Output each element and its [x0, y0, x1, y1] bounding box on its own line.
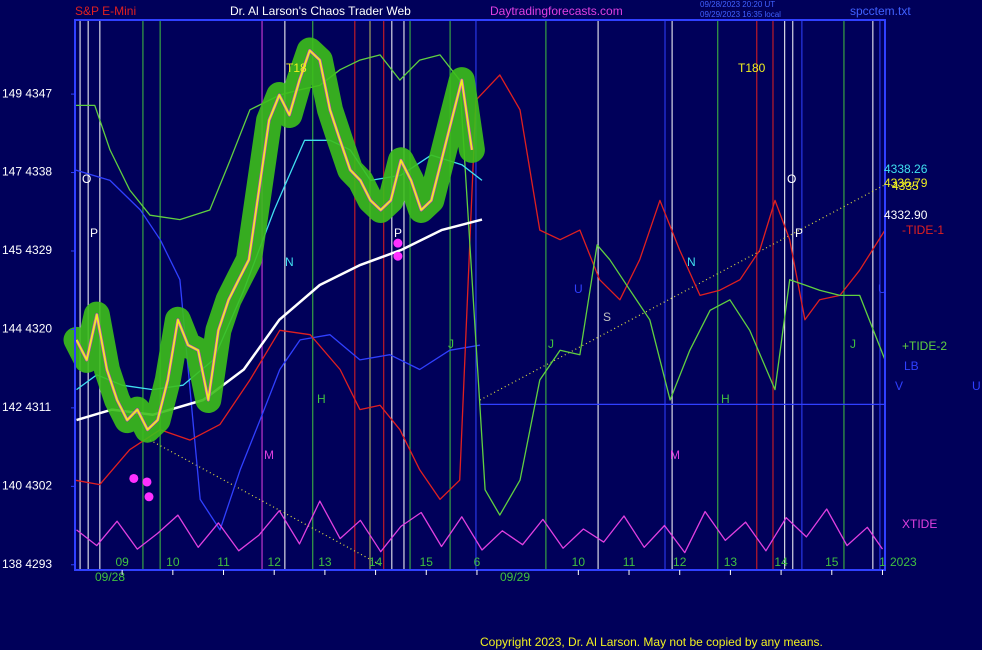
letter: O — [787, 172, 796, 186]
y-tick-label: 138 4293 — [2, 557, 52, 571]
x-tick-label: 15 — [825, 555, 839, 569]
series-label: -TIDE-1 — [902, 223, 944, 237]
x-tick-label: 10 — [572, 555, 586, 569]
symbol: S&P E-Mini — [75, 4, 136, 18]
series-line — [76, 218, 483, 422]
trend-line — [479, 184, 886, 401]
letter: O — [82, 172, 91, 186]
series-line — [76, 500, 884, 554]
site: Daytradingforecasts.com — [490, 4, 623, 18]
letter: M — [670, 448, 680, 462]
x-tick-label: 1 — [879, 555, 886, 569]
letter: J — [448, 337, 454, 351]
y-tick-label: 147 4338 — [2, 165, 52, 179]
x-tick-label: 6 — [474, 555, 481, 569]
price-line — [75, 49, 473, 431]
letter: V — [895, 379, 903, 393]
x-tick-label: 10 — [166, 555, 180, 569]
letter: S — [603, 310, 611, 324]
date-label: 09/28 — [95, 570, 125, 584]
letter: U — [972, 379, 981, 393]
x-tick-label: 13 — [318, 555, 332, 569]
letter: U — [574, 282, 583, 296]
letter: H — [317, 392, 326, 406]
price-dot — [144, 492, 154, 502]
y-tick-label: 140 4302 — [2, 478, 52, 492]
y-tick-label: 142 4311 — [2, 400, 51, 414]
year-label: 2023 — [890, 555, 917, 569]
series-line — [74, 169, 481, 531]
value-label: 4332.90 — [884, 208, 928, 222]
x-tick-label: 12 — [268, 555, 282, 569]
letter: M — [264, 448, 274, 462]
x-tick-label: 12 — [673, 555, 687, 569]
price-dot — [142, 477, 152, 487]
price-dot — [393, 238, 403, 248]
value-label: 4335 — [892, 179, 919, 193]
series-label: +TIDE-2 — [902, 339, 947, 353]
letter: T18 — [286, 61, 307, 75]
letter: T180 — [738, 61, 766, 75]
letter: P — [90, 226, 98, 240]
y-tick-label: 149 4347 — [2, 86, 52, 100]
stamp: 09/29/2023 16:35 local — [700, 10, 781, 19]
value-label: 4338.26 — [884, 162, 928, 176]
series-label: LB — [904, 359, 919, 373]
x-tick-label: 14 — [774, 555, 788, 569]
x-tick-label: 11 — [623, 555, 636, 569]
y-tick-label: 144 4320 — [2, 322, 52, 336]
letter: J — [850, 337, 856, 351]
price-dot — [129, 473, 139, 483]
letter: H — [721, 392, 730, 406]
price-dot — [393, 251, 403, 261]
file-name: spcctem.txt — [850, 4, 911, 18]
letter: N — [285, 255, 294, 269]
value-label: 4336.79 — [884, 176, 928, 190]
x-tick-label: 14 — [369, 555, 383, 569]
chart-title: Dr. Al Larson's Chaos Trader Web — [230, 4, 411, 18]
letter: N — [687, 255, 696, 269]
series-line — [74, 74, 886, 501]
date-label: 09/29 — [500, 570, 530, 584]
letter: P — [394, 226, 402, 240]
series-line — [75, 54, 886, 516]
y-tick-label: 145 4329 — [2, 243, 52, 257]
letters: O P T18 N H M J P O P N H M J U S J U V … — [82, 61, 981, 462]
x-tick-label: 15 — [420, 555, 434, 569]
letter: P — [795, 226, 803, 240]
x-tick-label: 09 — [115, 555, 129, 569]
x-tick-label: 11 — [217, 555, 230, 569]
plot-frame — [74, 19, 886, 571]
letter: J — [548, 337, 554, 351]
series-label: XTIDE — [902, 517, 937, 531]
x-tick-label: 13 — [724, 555, 738, 569]
letter: U — [878, 282, 887, 296]
copyright: Copyright 2023, Dr. Al Larson. May not b… — [480, 635, 823, 649]
stamp: 09/28/2023 20:20 UT — [700, 0, 775, 9]
